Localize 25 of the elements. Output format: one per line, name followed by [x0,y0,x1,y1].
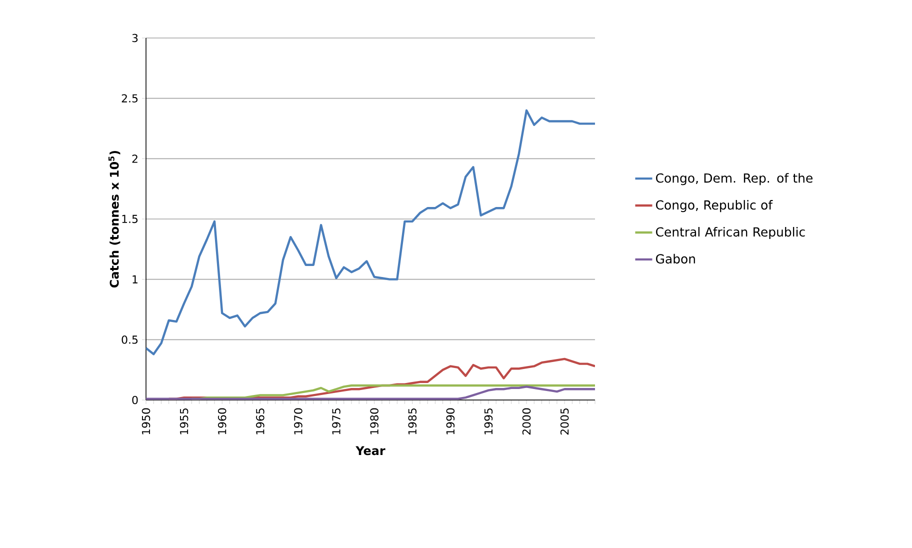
x-tick-label: 1970 [294,408,302,434]
x-axis-title: Year [356,446,386,456]
legend-label: Central African Republic [656,226,805,240]
x-tick-label: 1960 [218,408,226,434]
x-tick-label: 1990 [446,408,455,434]
y-tick-label: 3 [132,34,138,42]
x-tick-label: 2000 [522,408,531,435]
y-tick-label: 2 [132,154,138,163]
x-tick-label: 2005 [560,408,569,435]
y-tick-label: 2.5 [122,94,138,102]
y-tick-label: 1.5 [122,214,138,224]
y-tick-label: 1 [132,275,138,284]
legend-label: Gabon [656,254,695,264]
x-tick-label: 1980 [370,408,378,434]
x-tick-label: 1950 [142,408,150,434]
legend-label: Congo, Republic of [656,200,773,212]
x-tick-label: 1995 [484,408,493,434]
y-tick-label: 0.5 [122,336,138,344]
x-tick-label: 1955 [180,408,188,434]
x-tick-label: 1985 [408,408,417,434]
y-axis-title: Catch (tonnes x 10$^{5}$) [108,150,120,288]
y-tick-label: 0 [132,396,138,404]
x-tick-label: 1975 [332,408,340,434]
legend-label: Congo, Dem. Rep. of the [656,173,812,186]
x-tick-label: 1965 [256,408,264,434]
